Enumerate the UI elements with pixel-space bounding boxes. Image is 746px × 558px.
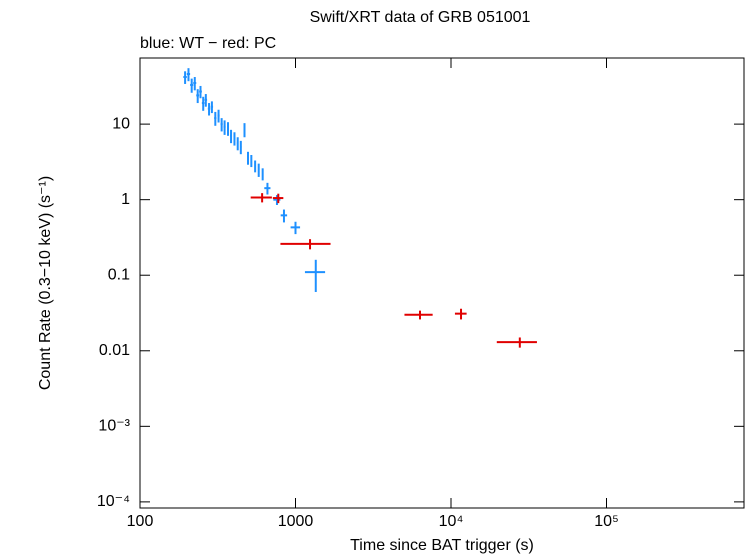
y-tick-label: 10⁻⁴ xyxy=(97,493,130,510)
y-tick-label: 1 xyxy=(121,191,130,208)
x-tick-label: 10⁵ xyxy=(594,513,618,530)
plot-frame xyxy=(139,57,745,509)
y-tick-label: 0.1 xyxy=(108,266,130,283)
chart-subtitle: blue: WT − red: PC xyxy=(140,35,276,52)
x-axis-label: Time since BAT trigger (s) xyxy=(350,537,534,554)
x-tick-label: 100 xyxy=(127,513,154,530)
y-axis-label: Count Rate (0.3−10 keV) (s⁻¹) xyxy=(37,176,54,390)
y-tick-label: 10⁻³ xyxy=(98,418,130,435)
x-tick-label: 1000 xyxy=(278,513,314,530)
y-tick-label: 0.01 xyxy=(99,342,130,359)
y-tick-label: 10 xyxy=(112,115,130,132)
chart-title: Swift/XRT data of GRB 051001 xyxy=(310,9,531,26)
x-tick-label: 10⁴ xyxy=(439,513,464,530)
